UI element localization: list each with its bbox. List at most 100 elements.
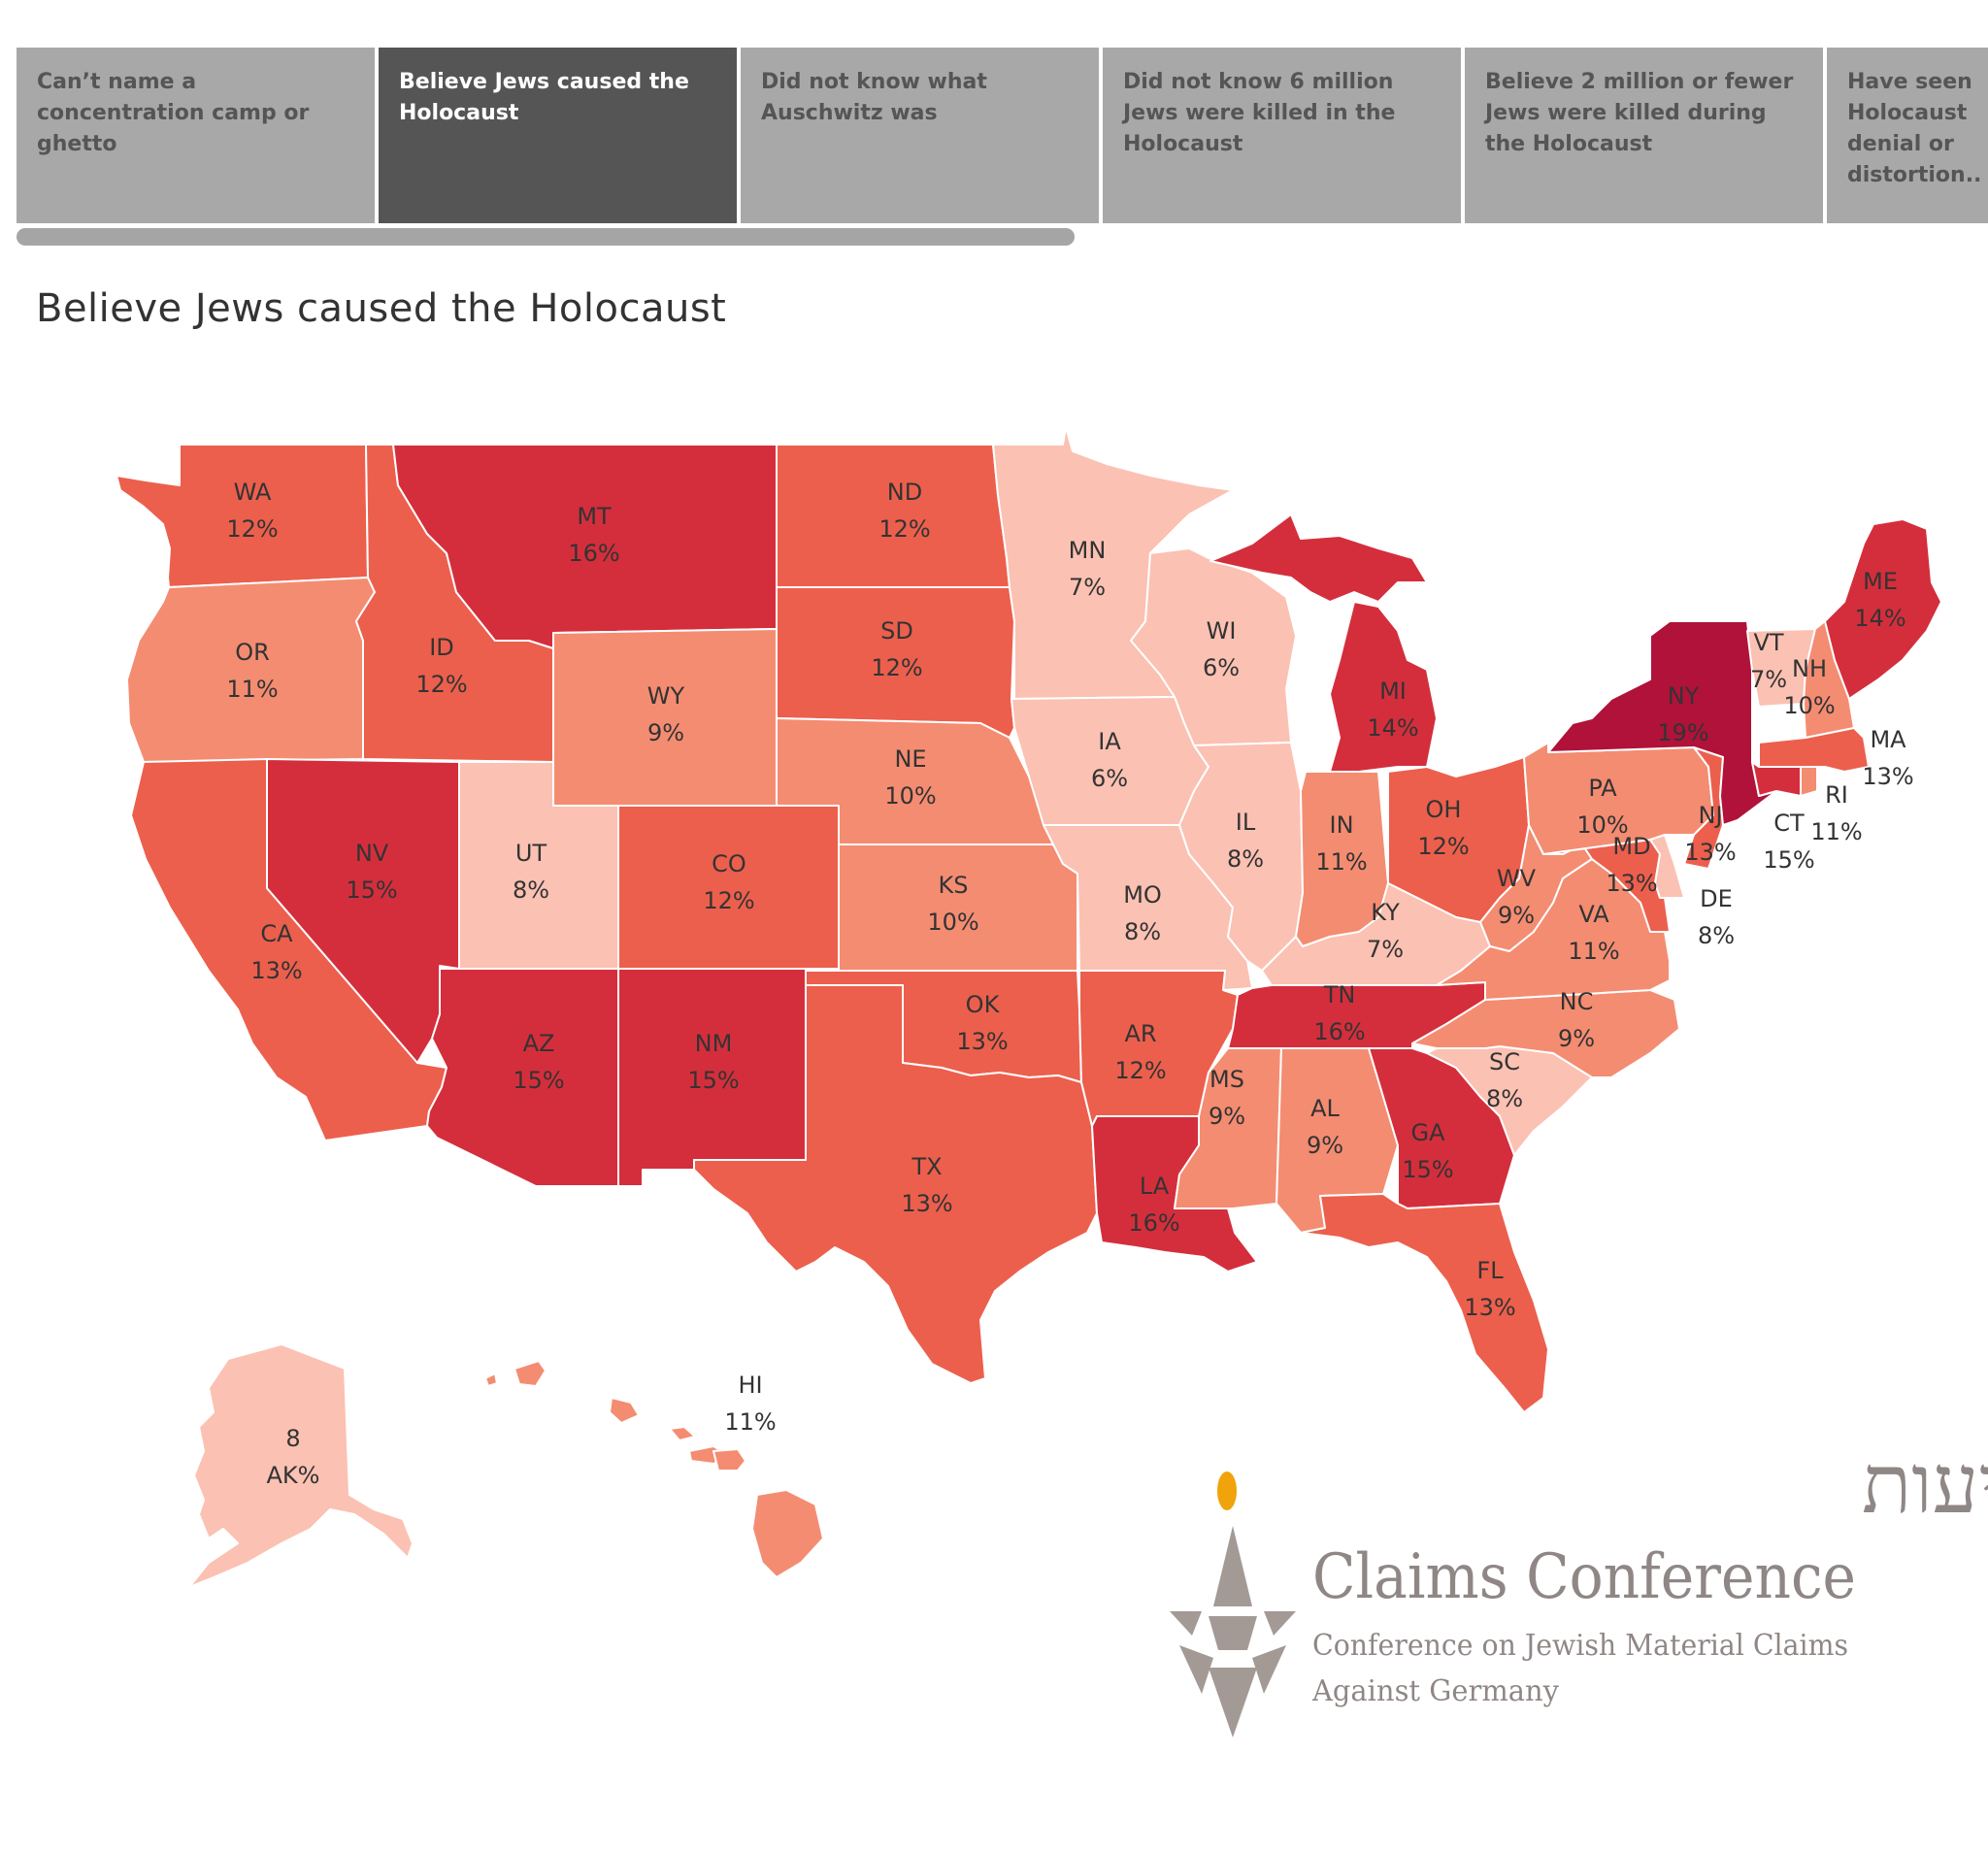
- state-value-label: 7%: [1367, 936, 1404, 963]
- state-code-label: WI: [1207, 617, 1237, 645]
- tab-scrollbar[interactable]: [17, 228, 1075, 246]
- state-value-label: 8%: [1227, 845, 1264, 873]
- state-code-label: MN: [1069, 537, 1107, 564]
- tab-six-million[interactable]: Did not know 6 million Jews were killed …: [1103, 48, 1461, 223]
- state-code-label: NV: [355, 840, 389, 867]
- state-code-label: UT: [515, 840, 547, 867]
- state-value-label: 11%: [1315, 848, 1367, 876]
- state-code-label: CO: [712, 850, 746, 877]
- state-value-label: 11%: [1810, 818, 1862, 845]
- state-FL[interactable]: [1300, 1193, 1549, 1413]
- state-value-label: 9%: [1498, 902, 1535, 929]
- state-value-label: 15%: [687, 1067, 739, 1094]
- state-MI[interactable]: [1209, 513, 1438, 773]
- state-code-label: SC: [1489, 1048, 1520, 1075]
- state-value-label: 10%: [884, 782, 936, 810]
- state-code-label: SD: [880, 617, 913, 645]
- state-code-label: WY: [647, 682, 685, 710]
- ak-label-line1: 8: [285, 1425, 300, 1452]
- state-value-label: 15%: [1402, 1156, 1453, 1183]
- tab-cant-name-camp[interactable]: Can’t name a concentration camp or ghett…: [17, 48, 375, 223]
- candle-flame-icon: [1217, 1472, 1237, 1510]
- state-code-label: LA: [1140, 1173, 1170, 1200]
- state-value-label: 6%: [1091, 765, 1128, 792]
- state-OR[interactable]: [126, 577, 376, 763]
- metric-tab-bar: Can’t name a concentration camp or ghett…: [17, 48, 1988, 223]
- state-code-label: OH: [1426, 796, 1462, 823]
- state-code-label: MA: [1870, 726, 1906, 753]
- state-value-label: 13%: [1464, 1294, 1515, 1321]
- tab-denial-distortion[interactable]: Have seen Holocaust denial or distortion…: [1827, 48, 1988, 223]
- state-code-label: NY: [1668, 682, 1700, 710]
- state-value-label: 13%: [1684, 839, 1736, 866]
- state-labels: WA 12% OR 11% CA 13% ID 12% NV 15% MT 16% WY 9% UT 8% AZ…: [226, 479, 1913, 1489]
- state-value-label: 8%: [1698, 922, 1735, 949]
- state-value-label: 9%: [1209, 1103, 1245, 1130]
- claims-conference-logo: ועידת התביעות Claims Conference Conferen…: [1170, 1437, 1988, 1737]
- state-value-label: 9%: [1558, 1025, 1595, 1052]
- state-code-label: RI: [1825, 781, 1848, 809]
- state-value-label: 9%: [1307, 1132, 1343, 1159]
- state-code-label: NC: [1560, 988, 1594, 1015]
- state-code-label: MI: [1379, 678, 1407, 705]
- tab-label: Did not know what Auschwitz was: [761, 70, 987, 125]
- tab-label: Have seen Holocaust denial or distortion…: [1847, 70, 1982, 187]
- state-code-label: AZ: [523, 1030, 555, 1057]
- state-CT[interactable]: [1751, 761, 1802, 797]
- state-value-label: 13%: [250, 957, 302, 984]
- state-value-label: 19%: [1657, 719, 1708, 746]
- state-value-label: 12%: [703, 887, 754, 914]
- state-value-label: 10%: [1576, 811, 1628, 839]
- star-of-david-icon: [1170, 1526, 1296, 1737]
- state-code-label: ND: [887, 479, 922, 506]
- state-code-label: NJ: [1698, 802, 1722, 829]
- tab-believe-jews-caused[interactable]: Believe Jews caused the Holocaust: [379, 48, 737, 223]
- state-code-label: MS: [1209, 1066, 1244, 1093]
- state-value-label: 8%: [1486, 1085, 1523, 1112]
- tab-auschwitz[interactable]: Did not know what Auschwitz was: [741, 48, 1099, 223]
- state-WY[interactable]: [552, 628, 778, 807]
- state-TX[interactable]: [693, 984, 1098, 1384]
- state-AK[interactable]: [188, 1343, 414, 1588]
- state-value-label: 16%: [1128, 1209, 1179, 1237]
- state-KS[interactable]: [838, 843, 1078, 972]
- state-value-label: 13%: [901, 1190, 952, 1217]
- state-code-label: HI: [738, 1372, 762, 1399]
- tab-two-million-or-fewer[interactable]: Believe 2 million or fewer Jews were kil…: [1465, 48, 1823, 223]
- state-code-label: PA: [1588, 775, 1617, 802]
- state-NY[interactable]: [1547, 620, 1777, 826]
- state-value-label: 13%: [1606, 870, 1657, 897]
- state-code-label: ME: [1863, 568, 1898, 595]
- state-value-label: 16%: [1313, 1018, 1365, 1045]
- state-value-label: 12%: [1417, 833, 1469, 860]
- state-value-label: 6%: [1203, 654, 1240, 681]
- state-RI[interactable]: [1800, 766, 1818, 797]
- state-code-label: DE: [1700, 885, 1733, 912]
- state-code-label: FL: [1476, 1257, 1504, 1284]
- state-value-label: 8%: [1124, 918, 1161, 945]
- state-value-label: 11%: [226, 676, 278, 703]
- state-value-label: 15%: [346, 876, 397, 904]
- logo-subtitle-line2: Against Germany: [1311, 1674, 1559, 1708]
- state-code-label: TX: [911, 1153, 942, 1180]
- state-value-label: 11%: [724, 1408, 776, 1436]
- state-HI[interactable]: [484, 1360, 824, 1578]
- logo-name-text: Claims Conference: [1312, 1541, 1856, 1613]
- ak-label-line2: AK%: [267, 1462, 320, 1489]
- state-code-label: NE: [894, 745, 926, 773]
- state-value-label: 12%: [871, 654, 922, 681]
- state-DE[interactable]: [1649, 834, 1685, 899]
- logo-subtitle-line1: Conference on Jewish Material Claims: [1312, 1629, 1848, 1663]
- state-code-label: VA: [1578, 901, 1609, 928]
- state-ME[interactable]: [1824, 518, 1942, 700]
- state-value-label: 7%: [1069, 574, 1106, 601]
- state-value-label: 10%: [927, 909, 978, 936]
- state-value-label: 12%: [226, 515, 278, 543]
- map-title: Believe Jews caused the Holocaust: [36, 286, 727, 331]
- tab-scrollbar-thumb[interactable]: [17, 228, 1075, 246]
- state-value-label: 15%: [513, 1067, 564, 1094]
- state-IA[interactable]: [1011, 696, 1209, 826]
- state-value-label: 14%: [1854, 605, 1905, 632]
- state-code-label: KY: [1371, 899, 1400, 926]
